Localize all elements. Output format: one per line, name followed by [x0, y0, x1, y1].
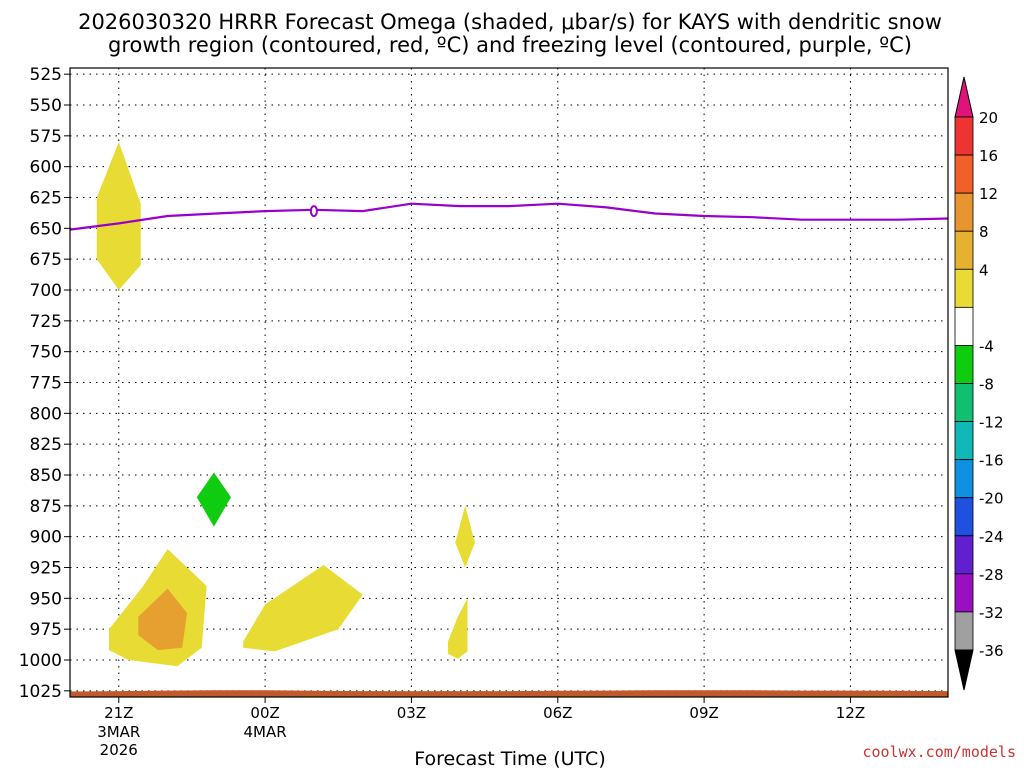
y-tick-label-775: 775 — [30, 374, 62, 394]
y-tick-label-700: 700 — [30, 281, 62, 301]
x-tick-label-03Z: 03Z — [397, 704, 426, 722]
colorbar-label--8: -8 — [979, 376, 994, 394]
colorbar-segment-5 — [954, 268, 974, 308]
omega-shading — [96, 142, 475, 667]
colorbar-segment-3 — [954, 192, 974, 232]
colorbar-label--4: -4 — [979, 337, 994, 355]
freezing-level-contour — [69, 202, 949, 231]
x-tick-label-21Z: 21Z — [104, 704, 133, 722]
colorbar-segment-4 — [954, 230, 974, 270]
x-tick-date-4MAR: 4MAR — [244, 723, 287, 741]
colorbar-label--32: -32 — [979, 604, 1004, 622]
omega-region-3 — [138, 588, 188, 651]
omega-region-5 — [455, 505, 475, 568]
colorbar-segment-8 — [954, 383, 974, 422]
freezing-level-line — [69, 202, 949, 231]
colorbar-segment-10 — [954, 459, 974, 499]
colorbar-label--16: -16 — [979, 452, 1004, 470]
surface-terrain — [70, 690, 948, 697]
x-tick-label-06Z: 06Z — [543, 704, 572, 722]
colorbar-segment-1 — [954, 116, 974, 156]
colorbar-label--36: -36 — [979, 642, 1004, 660]
y-tick-label-1000: 1000 — [19, 651, 62, 671]
colorbar-segment-7 — [954, 345, 974, 384]
y-tick-label-625: 625 — [30, 189, 62, 209]
y-tick-label-825: 825 — [30, 435, 62, 455]
colorbar-segment-13 — [954, 573, 974, 613]
chart-title-line1: 2026030320 HRRR Forecast Omega (shaded, … — [78, 10, 942, 34]
colorbar-label--12: -12 — [979, 414, 1004, 432]
colorbar-segment-9 — [954, 421, 974, 461]
x-tick-label-00Z: 00Z — [250, 704, 279, 722]
y-tick-label-725: 725 — [30, 312, 62, 332]
colorbar-label-8: 8 — [979, 223, 989, 241]
colorbar-label--24: -24 — [979, 528, 1004, 546]
y-axis-tick-labels: 525 550 575 600 625 650 675 700 725 750 775 800 825 8… — [19, 65, 62, 702]
colorbar-segment-6 — [954, 306, 974, 346]
freezing-level-label-marker — [309, 205, 318, 218]
surface-terrain-fill — [70, 690, 948, 697]
colorbar-segment-11 — [954, 497, 974, 537]
y-tick-label-525: 525 — [30, 65, 62, 85]
axes — [64, 67, 949, 703]
colorbar-segment-12 — [954, 535, 974, 575]
colorbar-label-20: 20 — [979, 109, 998, 127]
colorbar: 20 16 12 8 4 -4 -8 -12 -16 -20 -24 -28 -32 -36 — [954, 76, 1004, 691]
colorbar-label-12: 12 — [979, 185, 998, 203]
chart-title-line2: growth region (contoured, red, ºC) and f… — [108, 33, 912, 57]
colorbar-bottom-arrow — [954, 649, 974, 691]
y-tick-label-900: 900 — [30, 528, 62, 548]
y-tick-label-650: 650 — [30, 219, 62, 239]
credit-text[interactable]: coolwx.com/models — [862, 743, 1016, 761]
omega-region-7 — [196, 472, 231, 527]
colorbar-segment-14 — [954, 611, 974, 651]
y-tick-label-950: 950 — [30, 589, 62, 609]
colorbar-label-4: 4 — [979, 261, 989, 279]
y-tick-label-600: 600 — [30, 158, 62, 178]
y-tick-label-850: 850 — [30, 466, 62, 486]
y-tick-label-550: 550 — [30, 96, 62, 116]
y-tick-label-975: 975 — [30, 620, 62, 640]
colorbar-label--28: -28 — [979, 566, 1004, 584]
y-tick-label-1025: 1025 — [19, 682, 62, 702]
colorbar-label-16: 16 — [979, 147, 998, 165]
x-tick-label-09Z: 09Z — [689, 704, 718, 722]
omega-region-6 — [448, 598, 468, 659]
x-tick-year-2026: 2026 — [100, 741, 138, 759]
colorbar-label--20: -20 — [979, 490, 1004, 508]
y-tick-label-800: 800 — [30, 404, 62, 424]
x-axis-label: Forecast Time (UTC) — [414, 748, 605, 768]
x-tick-label-12Z: 12Z — [836, 704, 865, 722]
y-tick-label-575: 575 — [30, 127, 62, 147]
y-tick-label-750: 750 — [30, 343, 62, 363]
omega-region-1 — [96, 142, 141, 290]
y-tick-label-675: 675 — [30, 250, 62, 270]
colorbar-segment-2 — [954, 154, 974, 194]
x-tick-date-3MAR: 3MAR — [97, 723, 140, 741]
omega-region-4 — [243, 565, 363, 652]
y-tick-label-925: 925 — [30, 559, 62, 579]
y-tick-label-875: 875 — [30, 497, 62, 517]
